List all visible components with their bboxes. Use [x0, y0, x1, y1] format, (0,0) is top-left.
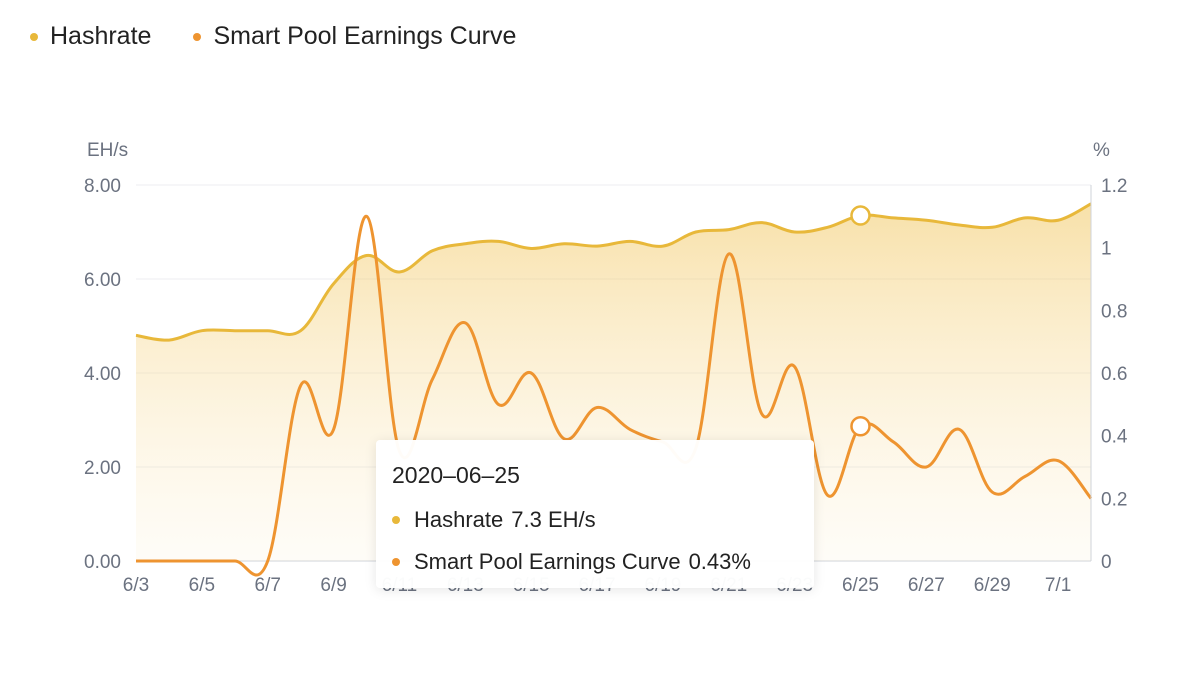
legend-item-earnings[interactable]: Smart Pool Earnings Curve — [193, 22, 516, 51]
legend-label-earnings: Smart Pool Earnings Curve — [213, 22, 517, 50]
x-tick-label: 6/29 — [974, 575, 1011, 596]
x-tick-label: 6/5 — [189, 575, 215, 596]
chart-legend: Hashrate Smart Pool Earnings Curve — [30, 22, 516, 51]
left-tick-label: 0.00 — [84, 552, 121, 573]
right-tick-label: 0.4 — [1101, 427, 1128, 448]
right-tick-label: 1 — [1101, 239, 1112, 260]
legend-dot-earnings — [193, 32, 202, 41]
hashrate-highlight-point — [850, 205, 871, 226]
tooltip-value-hashrate: 7.3 EH/s — [511, 507, 596, 532]
x-tick-label: 6/3 — [123, 575, 149, 596]
legend-item-hashrate[interactable]: Hashrate — [30, 22, 151, 51]
left-tick-label: 8.00 — [84, 176, 121, 197]
right-tick-label: 0.8 — [1101, 301, 1127, 322]
right-axis-unit: % — [1093, 140, 1110, 161]
right-tick-label: 0.6 — [1101, 364, 1127, 385]
tooltip: 2020–06–25 Hashrate 7.3 EH/s Smart Pool … — [376, 440, 814, 588]
tooltip-row-hashrate: Hashrate 7.3 EH/s — [392, 507, 798, 533]
right-tick-label: 1.2 — [1101, 176, 1127, 197]
line-layer — [135, 202, 1093, 577]
x-tick-label: 6/9 — [320, 575, 346, 596]
marker-layer — [850, 205, 871, 437]
left-tick-label: 2.00 — [84, 458, 121, 479]
legend-label-hashrate: Hashrate — [50, 22, 152, 50]
left-tick-label: 6.00 — [84, 270, 121, 291]
tooltip-value-earnings: 0.43% — [688, 549, 751, 574]
right-tick-label: 0 — [1101, 552, 1112, 573]
right-tick-label: 0.2 — [1101, 489, 1127, 510]
x-tick-label: 6/7 — [255, 575, 281, 596]
x-tick-label: 6/27 — [908, 575, 945, 596]
x-tick-label: 7/1 — [1045, 575, 1071, 596]
earnings-highlight-point — [850, 416, 871, 437]
left-axis-unit: EH/s — [87, 140, 128, 161]
hashrate-area — [136, 203, 1091, 562]
legend-dot-hashrate — [30, 32, 38, 41]
tooltip-dot-hashrate — [392, 516, 400, 524]
tooltip-label-earnings: Smart Pool Earnings Curve — [414, 549, 681, 574]
earnings-line — [136, 214, 1093, 577]
area-layer — [136, 203, 1091, 562]
x-tick-label: 6/25 — [842, 575, 879, 596]
left-tick-label: 4.00 — [84, 364, 121, 385]
tooltip-row-earnings: Smart Pool Earnings Curve 0.43% — [392, 549, 798, 575]
hashrate-line — [135, 202, 1092, 342]
tooltip-dot-earnings — [392, 558, 400, 566]
tooltip-label-hashrate: Hashrate — [414, 507, 504, 532]
tooltip-date: 2020–06–25 — [392, 462, 520, 488]
